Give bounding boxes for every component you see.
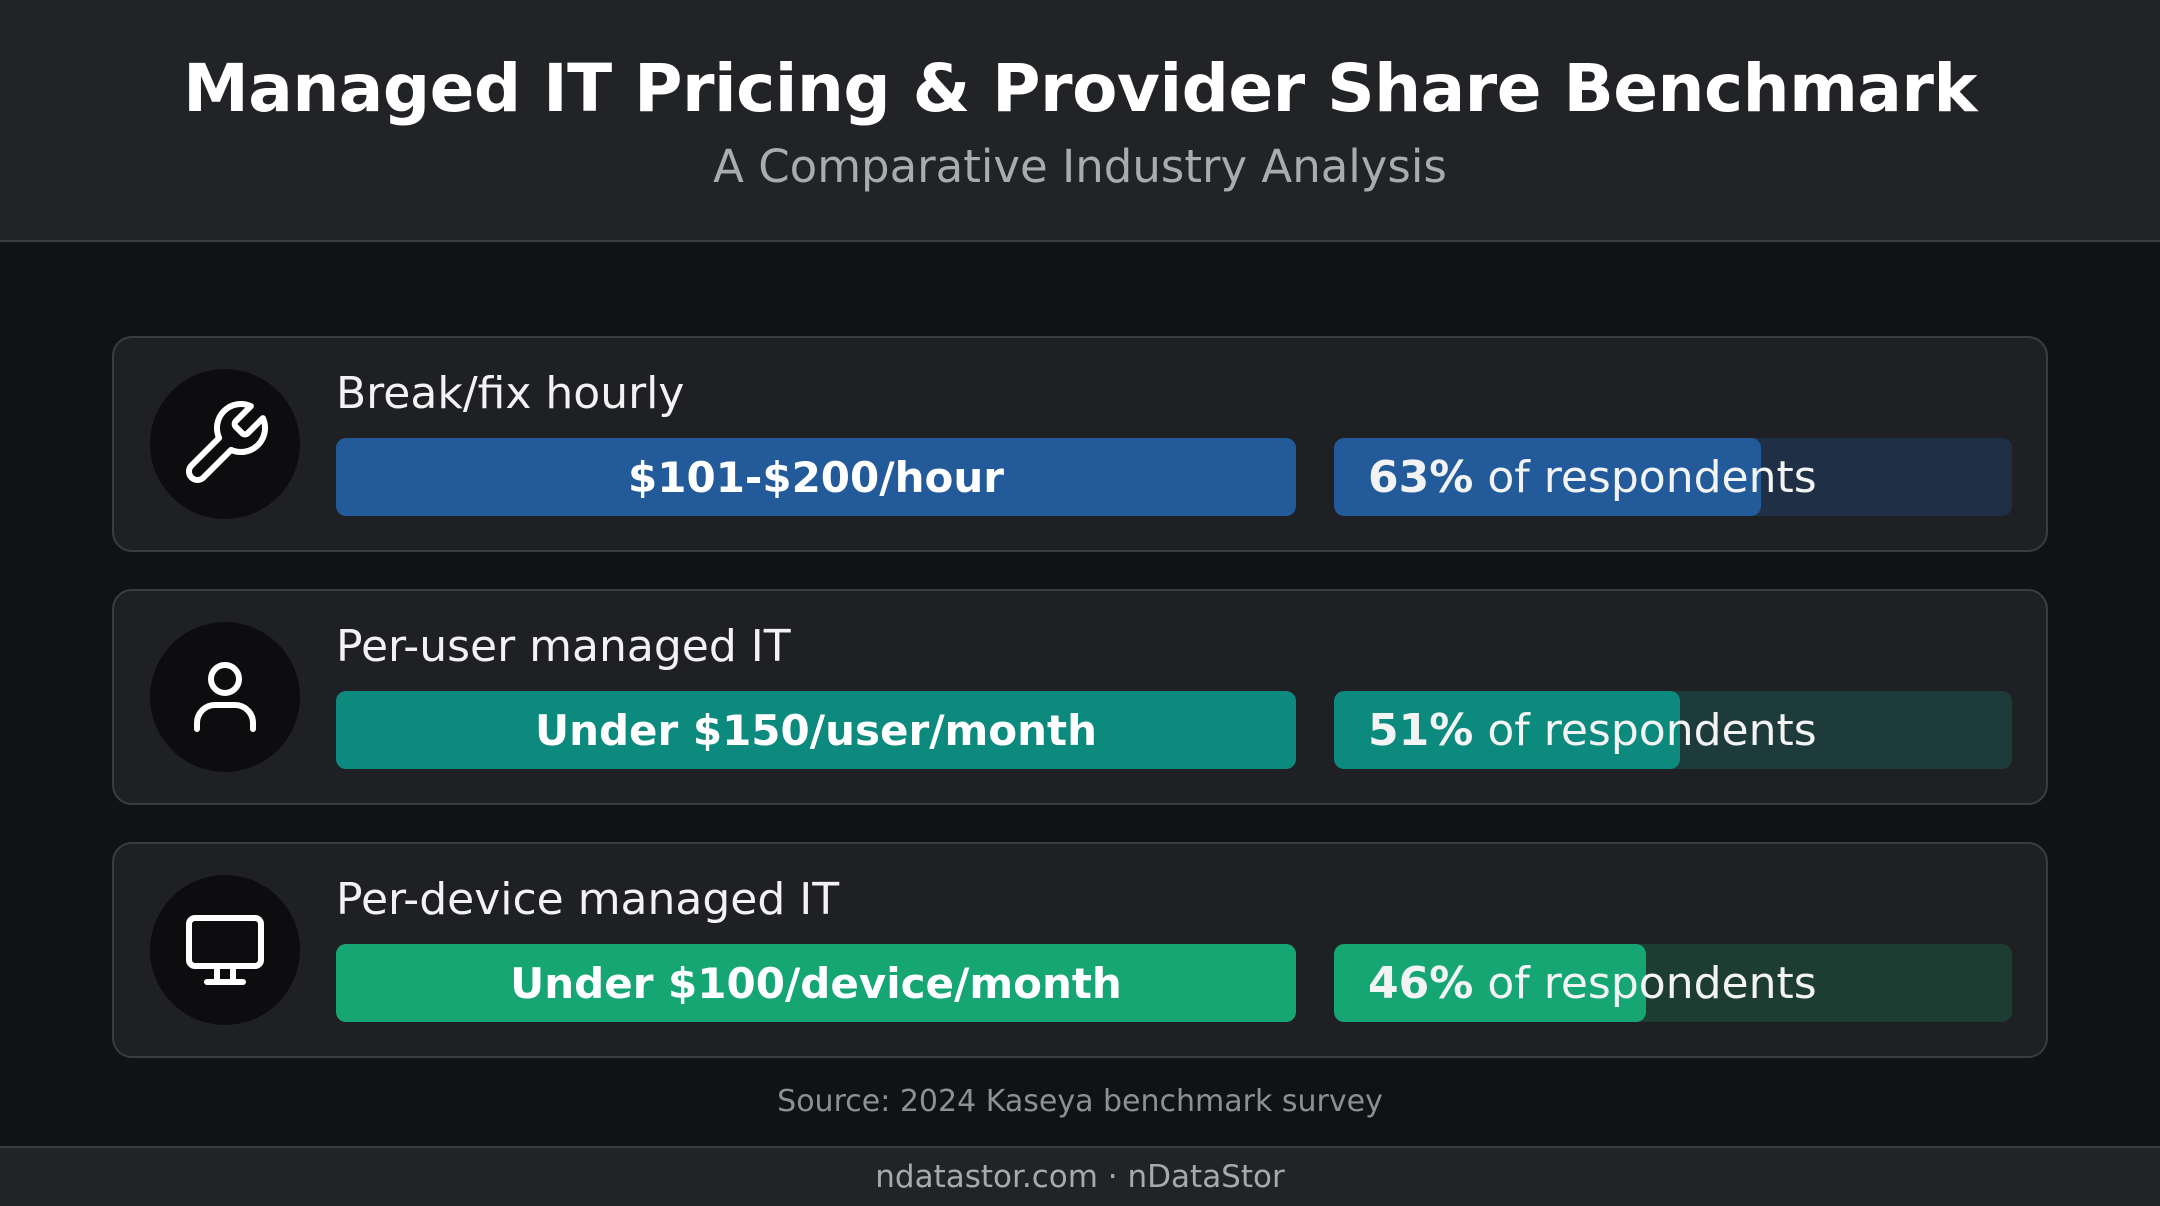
price-bar: Under $150/user/month <box>336 691 1296 769</box>
footer: ndatastor.com · nDataStor <box>0 1146 2160 1206</box>
wrench-icon <box>186 401 268 483</box>
footer-text: ndatastor.com · nDataStor <box>875 1159 1285 1195</box>
share-bar-fill <box>1334 944 1646 1022</box>
share-bar-fill <box>1334 691 1680 769</box>
share-text: 46% of respondents <box>1368 944 1817 1022</box>
share-value: 63% <box>1368 451 1474 503</box>
header: Managed IT Pricing & Provider Share Benc… <box>0 0 2160 242</box>
share-bar-track: 46% of respondents <box>1334 944 2012 1022</box>
price-bar: $101-$200/hour <box>336 438 1296 516</box>
share-value: 51% <box>1368 704 1474 756</box>
share-bar-fill <box>1334 438 1761 516</box>
source-note: Source: 2024 Kaseya benchmark survey <box>777 1084 1383 1119</box>
category-label: Per-user managed IT <box>336 621 791 672</box>
category-label: Break/fix hourly <box>336 368 685 419</box>
card-per-user: Per-user managed IT Under $150/user/mont… <box>112 589 2048 805</box>
benchmark-cards: Break/fix hourly $101-$200/hour 63% of r… <box>112 336 2048 1095</box>
icon-badge <box>150 622 300 772</box>
category-label: Per-device managed IT <box>336 874 840 925</box>
icon-badge <box>150 369 300 519</box>
price-label: Under $150/user/month <box>534 705 1098 755</box>
share-suffix: of respondents <box>1487 704 1817 756</box>
price-label: Under $100/device/month <box>510 958 1122 1008</box>
share-text: 51% of respondents <box>1368 691 1817 769</box>
share-bar-track: 63% of respondents <box>1334 438 2012 516</box>
share-value: 46% <box>1368 957 1474 1009</box>
card-break-fix: Break/fix hourly $101-$200/hour 63% of r… <box>112 336 2048 552</box>
share-text: 63% of respondents <box>1368 438 1817 516</box>
share-bar-track: 51% of respondents <box>1334 691 2012 769</box>
page-subtitle: A Comparative Industry Analysis <box>713 140 1447 193</box>
price-label: $101-$200/hour <box>628 452 1004 502</box>
card-per-device: Per-device managed IT Under $100/device/… <box>112 842 2048 1058</box>
share-suffix: of respondents <box>1487 957 1817 1009</box>
price-bar: Under $100/device/month <box>336 944 1296 1022</box>
icon-badge <box>150 875 300 1025</box>
user-icon <box>194 662 256 732</box>
monitor-icon <box>186 915 264 985</box>
share-suffix: of respondents <box>1487 451 1817 503</box>
page-title: Managed IT Pricing & Provider Share Benc… <box>183 50 1977 127</box>
